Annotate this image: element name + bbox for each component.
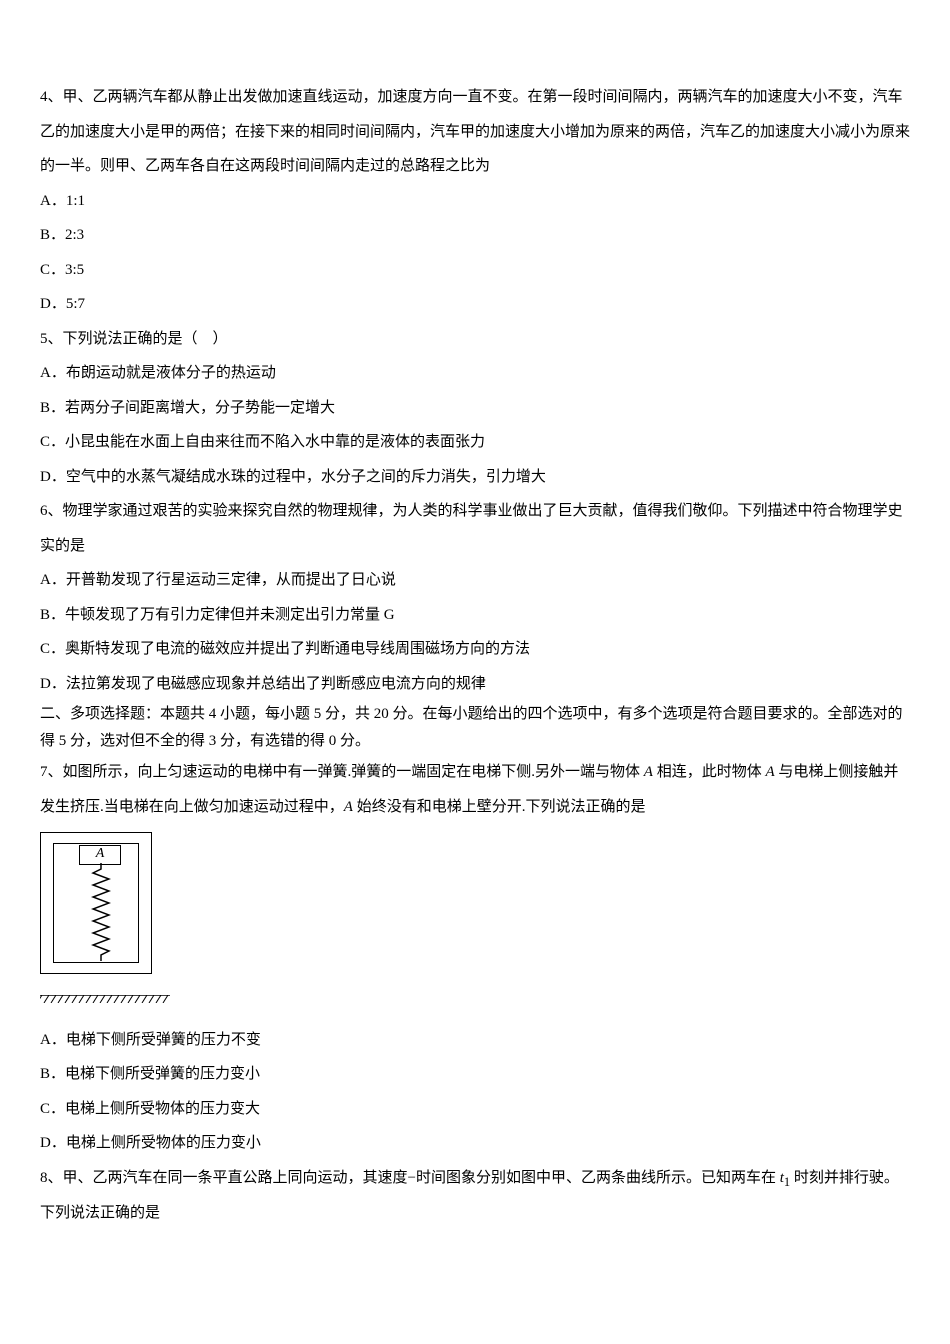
q4-option-b: B．2:3 xyxy=(40,218,910,253)
ground-hatch-icon xyxy=(40,995,170,1003)
q7-stem: 7、如图所示，向上匀速运动的电梯中有一弹簧.弹簧的一端固定在电梯下侧.另外一端与… xyxy=(40,755,910,824)
q6-option-a: A．开普勒发现了行星运动三定律，从而提出了日心说 xyxy=(40,563,910,598)
q6-stem: 6、物理学家通过艰苦的实验来探究自然的物理规律，为人类的科学事业做出了巨大贡献，… xyxy=(40,494,910,563)
block-a: A xyxy=(79,845,121,865)
q6-option-c: C．奥斯特发现了电流的磁效应并提出了判断通电导线周围磁场方向的方法 xyxy=(40,632,910,667)
q4-stem: 4、甲、乙两辆汽车都从静止出发做加速直线运动，加速度方向一直不变。在第一段时间间… xyxy=(40,80,910,184)
q7-option-a: A．电梯下侧所受弹簧的压力不变 xyxy=(40,1023,910,1058)
q7-option-b: B．电梯下侧所受弹簧的压力变小 xyxy=(40,1057,910,1092)
q4-option-c: C．3:5 xyxy=(40,253,910,288)
q7-stem-mid1: 相连，此时物体 xyxy=(653,764,766,780)
spring-icon xyxy=(91,863,111,961)
q5-stem: 5、下列说法正确的是（ ） xyxy=(40,322,910,357)
q8-stem-pre: 8、甲、乙两汽车在同一条平直公路上同向运动，其速度−时间图象分别如图中甲、乙两条… xyxy=(40,1170,780,1186)
q7-option-c: C．电梯上侧所受物体的压力变大 xyxy=(40,1092,910,1127)
section-2-header: 二、多项选择题：本题共 4 小题，每小题 5 分，共 20 分。在每小题给出的四… xyxy=(40,701,910,755)
q7-var-a-1: A xyxy=(644,764,653,780)
q7-var-a-2: A xyxy=(765,764,774,780)
q7-stem-post: 始终没有和电梯上壁分开.下列说法正确的是 xyxy=(353,799,646,815)
q6-option-d: D．法拉第发现了电磁感应现象并总结出了判断感应电流方向的规律 xyxy=(40,667,910,702)
q7-option-d: D．电梯上侧所受物体的压力变小 xyxy=(40,1126,910,1161)
q6-option-b: B．牛顿发现了万有引力定律但并未测定出引力常量 G xyxy=(40,598,910,633)
q8-stem: 8、甲、乙两汽车在同一条平直公路上同向运动，其速度−时间图象分别如图中甲、乙两条… xyxy=(40,1161,910,1231)
q7-figure: A xyxy=(40,832,910,1017)
q5-option-d: D．空气中的水蒸气凝结成水珠的过程中，水分子之间的斥力消失，引力增大 xyxy=(40,460,910,495)
q4-option-d: D．5:7 xyxy=(40,287,910,322)
q5-option-b: B．若两分子间距离增大，分子势能一定增大 xyxy=(40,391,910,426)
elevator-box: A xyxy=(40,832,152,974)
q4-option-a: A．1:1 xyxy=(40,184,910,219)
q5-option-a: A．布朗运动就是液体分子的热运动 xyxy=(40,356,910,391)
q7-stem-pre: 7、如图所示，向上匀速运动的电梯中有一弹簧.弹簧的一端固定在电梯下侧.另外一端与… xyxy=(40,764,644,780)
q7-var-a-3: A xyxy=(344,799,353,815)
q5-option-c: C．小昆虫能在水面上自由来往而不陷入水中靠的是液体的表面张力 xyxy=(40,425,910,460)
